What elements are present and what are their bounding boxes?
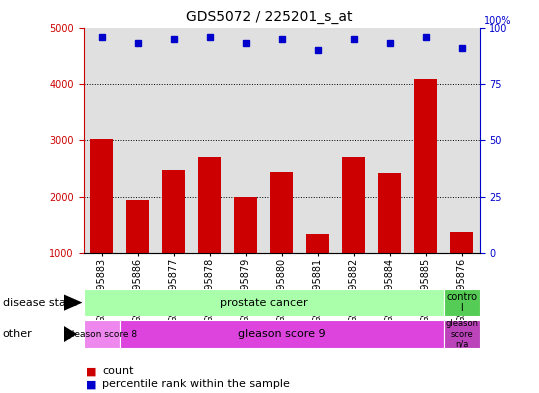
Polygon shape [64, 326, 77, 342]
Text: 100%: 100% [483, 17, 511, 26]
Bar [444, 289, 480, 316]
Text: GDS5072 / 225201_s_at: GDS5072 / 225201_s_at [186, 10, 353, 24]
Bar [414, 79, 437, 310]
Bar [120, 320, 444, 348]
Polygon shape [64, 294, 82, 311]
Text: gleason score 8: gleason score 8 [66, 330, 137, 338]
Bar [342, 158, 365, 310]
Bar [90, 140, 113, 310]
Bar [198, 158, 222, 310]
Bar [162, 170, 185, 310]
Text: ■: ■ [86, 379, 96, 389]
Bar [234, 197, 257, 310]
Bar [306, 234, 329, 310]
Text: gleason
score
n/a: gleason score n/a [445, 319, 478, 349]
Text: gleason score 9: gleason score 9 [238, 329, 326, 339]
Bar [84, 320, 120, 348]
Bar [378, 173, 402, 310]
Bar [126, 200, 149, 310]
Text: prostate cancer: prostate cancer [220, 298, 307, 308]
Text: contro
l: contro l [446, 292, 477, 313]
Text: disease state: disease state [3, 298, 77, 308]
Bar [270, 172, 293, 310]
Text: ■: ■ [86, 366, 96, 376]
Text: count: count [102, 366, 134, 376]
Bar [450, 232, 473, 310]
Text: percentile rank within the sample: percentile rank within the sample [102, 379, 291, 389]
Bar [444, 320, 480, 348]
Text: other: other [3, 329, 32, 339]
